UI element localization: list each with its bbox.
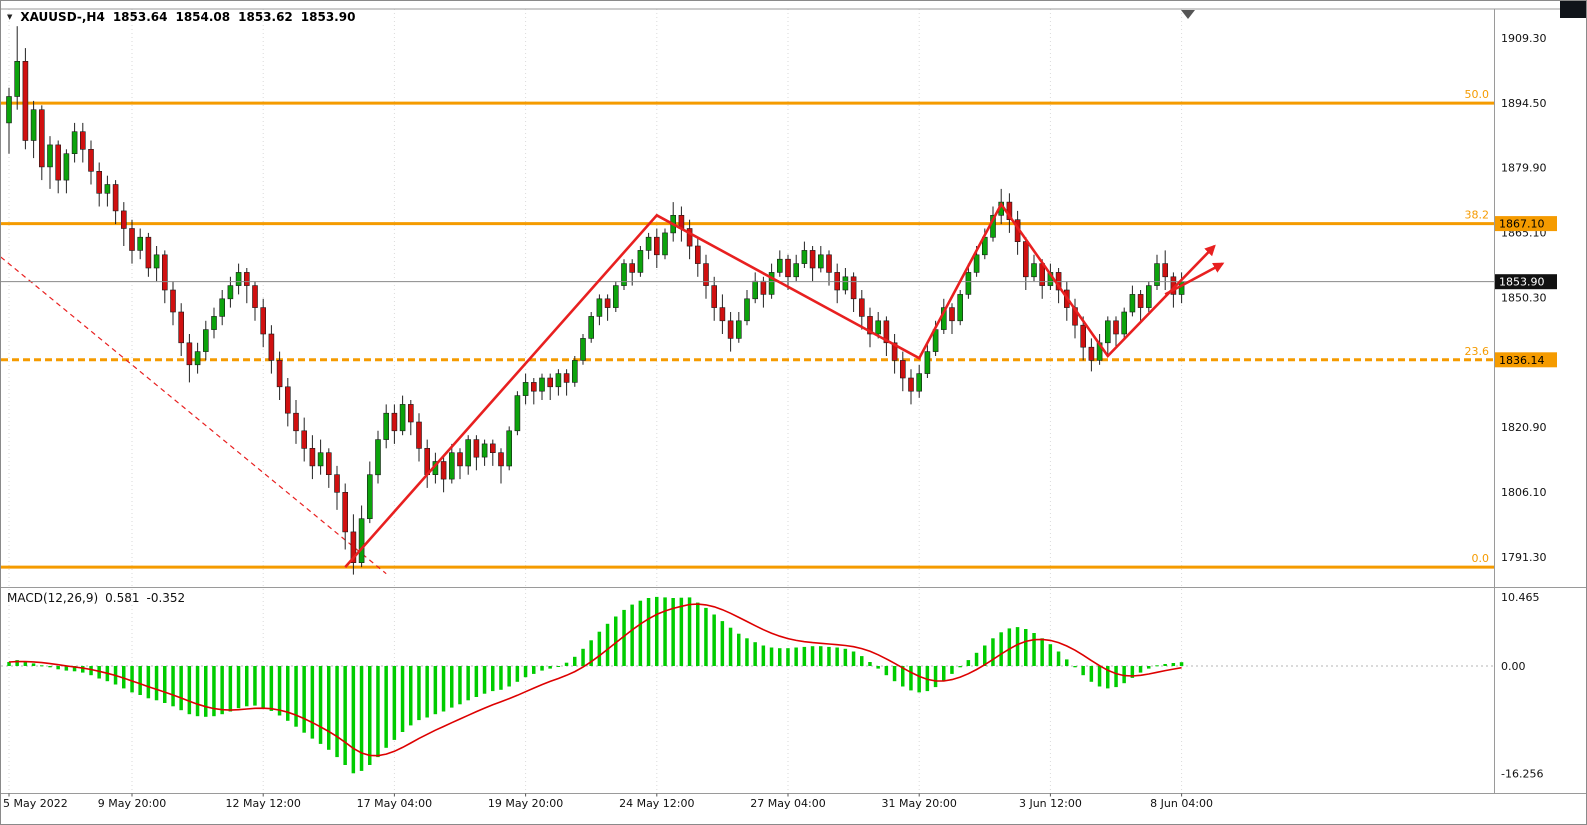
ohlc-close-value: 1853.90 [300,10,356,24]
ohlc-low-value: 1853.62 [238,10,293,24]
price-tick-label: 1879.90 [1501,161,1547,174]
fib-label-23.6: 23.6 [1465,345,1490,358]
svg-text:1853.90: 1853.90 [1499,276,1545,289]
svg-text:1867.10: 1867.10 [1499,218,1545,231]
macd-signal-value: -0.352 [146,591,186,605]
price-tick-label: 1850.30 [1501,292,1547,305]
top-right-corner-box [1560,1,1586,18]
time-tick-label: 9 May 20:00 [98,797,166,810]
price-tick-label: 1820.90 [1501,421,1547,434]
price-tick-label: 1791.30 [1501,551,1547,564]
svg-text:1836.14: 1836.14 [1499,354,1545,367]
macd-indicator-name: MACD(12,26,9) [7,591,99,605]
macd-histogram [7,596,1184,774]
symbol-dropdown-icon[interactable]: ▼ [7,12,13,21]
macd-label-row: MACD(12,26,9) 0.581 -0.352 [7,591,192,605]
fibonacci-retracement[interactable]: 50.0 38.2 23.6 0.0 [1,88,1494,569]
fib-price-badge: 1867.10 [1495,216,1557,232]
chart-header: ▼ XAUUSD-,H4 1853.64 1854.08 1853.62 185… [7,10,363,24]
time-tick-label: 31 May 20:00 [881,797,956,810]
fib-label-0.0: 0.0 [1472,552,1490,565]
chart-shift-marker-icon[interactable] [1181,10,1195,19]
price-tick-label: 1806.10 [1501,486,1547,499]
time-tick-label: 27 May 04:00 [750,797,825,810]
ohlc-open-value: 1853.64 [112,10,168,24]
fib-label-38.2: 38.2 [1465,209,1490,222]
price-tick-label: 1909.30 [1501,32,1547,45]
macd-value: 0.581 [105,591,140,605]
candles-layer [6,26,1185,575]
macd-tick-label: -16.256 [1501,767,1543,780]
trend-arrows[interactable] [344,201,1225,568]
time-axis[interactable]: 5 May 2022 9 May 20:00 12 May 12:00 17 May … [3,793,1213,811]
time-tick-label: 5 May 2022 [3,797,68,810]
ohlc-high-value: 1854.08 [175,10,231,24]
descending-trendline[interactable] [1,256,387,575]
fib-label-50.0: 50.0 [1465,88,1490,101]
time-tick-label: 8 Jun 04:00 [1150,797,1213,810]
fib-price-badge: 1836.14 [1495,352,1557,368]
time-tick-label: 24 May 12:00 [619,797,694,810]
macd-tick-label: 10.465 [1501,591,1540,604]
time-tick-label: 19 May 20:00 [488,797,563,810]
time-tick-label: 12 May 12:00 [225,797,300,810]
price-tick-label: 1894.50 [1501,97,1547,110]
macd-signal-line [8,603,1182,757]
time-tick-label: 3 Jun 12:00 [1019,797,1082,810]
symbol-period-label: XAUUSD-,H4 [20,10,105,24]
time-tick-label: 17 May 04:00 [357,797,432,810]
current-price-badge: 1853.90 [1495,274,1557,290]
macd-tick-label: 0.00 [1501,660,1526,673]
